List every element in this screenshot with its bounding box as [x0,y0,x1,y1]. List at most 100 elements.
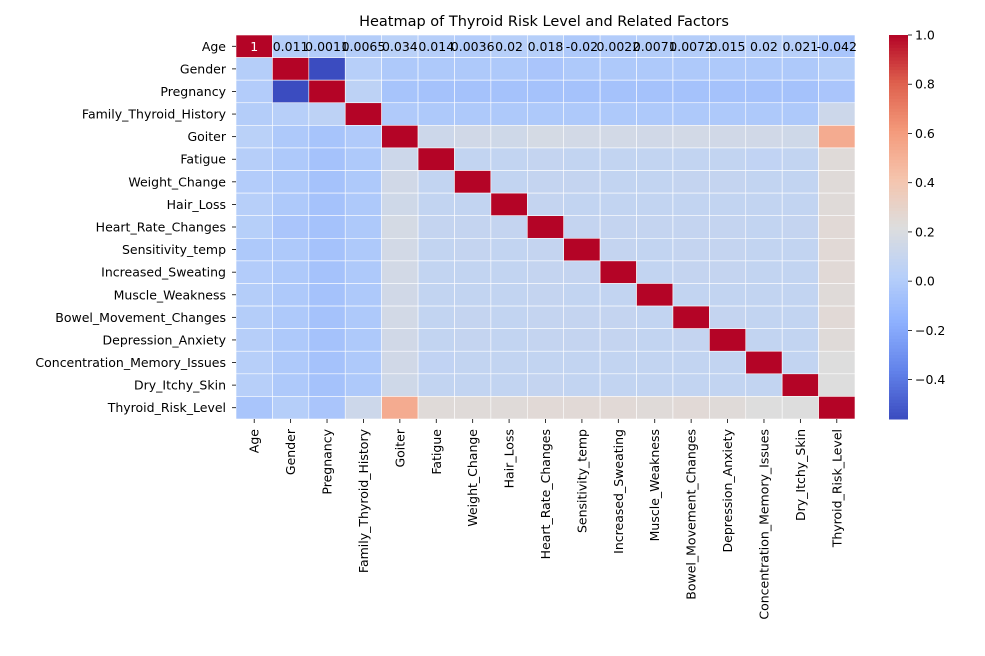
heatmap-cell [526,79,565,104]
colorbar-segment [889,191,908,196]
heatmap-cell [235,396,273,420]
heatmap-cell [781,396,819,420]
heatmap-cell [417,102,455,126]
heatmap-cell [818,192,856,217]
colorbar-segment [889,307,908,311]
heatmap-cell [490,305,528,329]
heatmap-cell [709,215,747,239]
heatmap-cell [526,396,565,420]
heatmap-cell [235,102,273,126]
heatmap-cell [235,350,273,375]
heatmap-cell [781,170,819,194]
heatmap-cell [636,373,674,397]
cell-annotation: 0.015 [710,39,746,54]
heatmap-cell [417,260,455,284]
colorbar-segment [889,147,908,151]
heatmap-cell [745,125,783,149]
colorbar-segment [889,291,908,295]
heatmap-cell [781,283,819,307]
heatmap-cell [490,147,528,171]
x-tick-label: Bowel_Movement_Changes [684,429,699,600]
heatmap-cell [526,260,565,284]
heatmap-cell [272,192,310,217]
y-tick-label: Sensitivity_temp [122,242,226,257]
colorbar-segment [889,207,908,212]
heatmap-cell [672,57,710,81]
heatmap-cell [781,237,819,262]
colorbar-segment [889,121,908,126]
y-tick-label: Gender [180,61,227,76]
colorbar-segment [889,195,908,199]
colorbar-segment [889,169,908,174]
heatmap-cell [709,396,747,420]
heatmap-cell [235,373,273,397]
heatmap-cell [526,57,565,81]
heatmap-cell [308,125,346,149]
heatmap-cell [745,102,783,126]
heatmap-cell [381,102,419,126]
colorbar-segment [889,41,908,46]
heatmap-cell [636,192,674,217]
heatmap-cell [526,283,565,307]
heatmap-cell [563,215,601,239]
colorbar-segment [889,47,908,52]
colorbar-segment [889,163,908,167]
y-axis-tick-labels: Age Gender Pregnancy Family_Thyroid_History… [35,39,236,415]
heatmap-cell [636,79,674,104]
x-tick-label: Hair_Loss [502,429,517,488]
heatmap-cell [781,215,819,239]
heatmap-cell [272,125,310,149]
heatmap-cell [490,192,528,217]
x-tick-label: Goiter [392,428,407,467]
heatmap-cell [781,102,819,126]
cell-annotation: 0.02 [495,39,523,54]
colorbar-segment [889,83,908,87]
colorbar-segment [889,137,908,142]
heatmap-cell [709,125,747,149]
x-tick-label: Weight_Change [465,429,480,527]
heatmap-cell [563,147,601,171]
cell-annotation: 0.0065 [342,39,386,54]
colorbar-segment [889,86,908,90]
colorbar-segment [889,89,908,94]
cell-annotation: 0.0036 [451,39,495,54]
heatmap-cell [526,102,565,126]
colorbar-segment [889,198,908,202]
heatmap-cell [745,373,783,397]
colorbar-segment [889,297,908,302]
heatmap-cell [417,170,455,194]
colorbar-segment [889,265,908,270]
y-tick-label: Bowel_Movement_Changes [55,310,226,325]
colorbar-segment [889,156,908,161]
heatmap-cell [235,147,273,171]
heatmap-cell [490,79,528,104]
heatmap-cell [672,305,710,329]
heatmap-cell [599,283,637,307]
heatmap-cell [417,57,455,81]
heatmap-cell [417,79,455,104]
colorbar-segment [889,284,908,289]
heatmap-cell [745,305,783,329]
heatmap-cell [781,147,819,171]
heatmap-cell [672,260,710,284]
heatmap-cell [454,125,492,149]
heatmap-cell [417,237,455,262]
x-tick-label: Concentration_Memory_Issues [756,429,771,620]
heatmap-cell [235,125,273,149]
heatmap-cell [599,170,637,194]
colorbar-segment [889,127,908,132]
heatmap-cell [344,57,382,81]
x-tick-label: Heart_Rate_Changes [538,429,553,559]
heatmap-cell [636,125,674,149]
heatmap-cell [454,350,492,375]
colorbar-segment [889,188,908,193]
heatmap-cell [272,102,310,126]
heatmap-cell [745,170,783,194]
heatmap-cell [344,79,382,104]
colorbar-segment [889,131,908,135]
colorbar-segment [889,249,908,254]
y-tick-label: Pregnancy [160,84,226,99]
heatmap-cell [308,57,346,81]
heatmap-cell [745,328,783,352]
